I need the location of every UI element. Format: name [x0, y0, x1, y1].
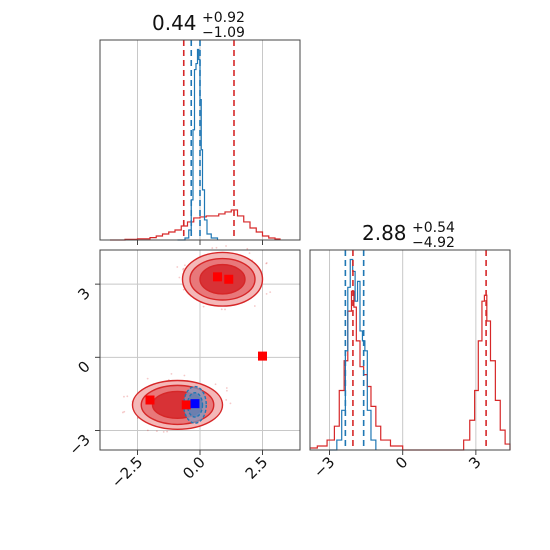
y-tick-label: −3 — [65, 431, 93, 459]
joint-markers — [145, 272, 267, 410]
scatter-point — [269, 291, 272, 294]
histogram-blue — [329, 258, 377, 451]
scatter-point — [121, 411, 124, 414]
scatter-point — [225, 387, 228, 389]
scatter-point — [265, 293, 268, 295]
param-1-title-upper: +0.92 — [202, 10, 245, 26]
x-tick-label: 2.5 — [242, 453, 272, 483]
scatter-point — [220, 308, 223, 311]
scatter-point — [126, 395, 129, 398]
histogram-red — [310, 290, 511, 451]
red-square-marker — [213, 272, 222, 282]
red-square-marker — [224, 274, 234, 284]
scatter-point — [224, 308, 226, 311]
scatter-point — [162, 430, 165, 433]
x-tick-label: 3 — [465, 453, 484, 472]
scatter-point — [166, 430, 169, 433]
x-tick-label: 0 — [392, 453, 411, 472]
param-2-histograms — [310, 258, 511, 451]
scatter-point — [265, 262, 268, 264]
param-1-quantile-lines — [182, 40, 235, 240]
red-contour-0-2 — [199, 263, 246, 295]
x-tick-label: −3 — [310, 453, 338, 481]
scatter-point — [123, 395, 125, 398]
histogram-blue — [177, 48, 219, 241]
scatter-point — [202, 305, 205, 308]
scatter-point — [225, 389, 228, 392]
scatter-point — [225, 245, 227, 247]
scatter-point — [246, 247, 249, 250]
scatter-point — [146, 377, 149, 380]
scatter-point — [225, 399, 228, 401]
scatter-point — [265, 262, 268, 265]
param-1-histograms — [110, 48, 281, 241]
scatter-point — [178, 276, 181, 279]
param-2-title-lower: −4.92 — [412, 235, 455, 251]
red-square-marker — [145, 395, 155, 405]
x-tick-label: 0.0 — [179, 453, 209, 483]
scatter-point — [182, 268, 184, 271]
param-2-quantile-lines — [344, 250, 487, 450]
scatter-point — [170, 372, 173, 375]
joint-contours — [131, 251, 264, 430]
param-2-marginal-panel: −3 0 3 2.88 +0.54 −4.92 — [309, 220, 511, 481]
red-square-marker — [258, 351, 267, 361]
scatter-point — [182, 267, 185, 270]
scatter-point — [182, 288, 185, 291]
scatter-point — [253, 305, 256, 307]
scatter-point — [211, 247, 214, 249]
scatter-point — [229, 402, 232, 405]
scatter-point — [155, 430, 158, 433]
scatter-point — [183, 374, 186, 377]
scatter-point — [184, 264, 186, 267]
param-1-ticks — [137, 240, 263, 245]
param-1-title-lower: −1.09 — [202, 25, 245, 41]
joint-contour-panel: −2.5 0.0 2.5 3 0 −3 — [65, 245, 301, 492]
param-2-ticks: −3 0 3 — [310, 450, 485, 481]
histogram-red — [110, 209, 281, 241]
scatter-point — [214, 383, 217, 386]
param-2-grid — [329, 250, 477, 450]
scatter-point — [123, 410, 126, 413]
y-tick-label: 0 — [74, 357, 93, 376]
scatter-point — [146, 429, 149, 432]
param-1-title-value: 0.44 — [152, 11, 197, 35]
red-square-marker — [181, 400, 191, 410]
y-tick-label: 3 — [74, 284, 93, 303]
scatter-point — [248, 252, 251, 255]
x-tick-label: −2.5 — [108, 453, 146, 491]
param-2-title-upper: +0.54 — [412, 220, 455, 236]
param-2-axes-frame — [309, 249, 511, 451]
param-1-marginal-panel: 0.44 +0.92 −1.09 — [99, 10, 301, 245]
scatter-point — [176, 266, 179, 268]
blue-square-marker — [190, 399, 200, 409]
param-2-title-value: 2.88 — [362, 221, 407, 245]
scatter-point — [215, 246, 218, 249]
